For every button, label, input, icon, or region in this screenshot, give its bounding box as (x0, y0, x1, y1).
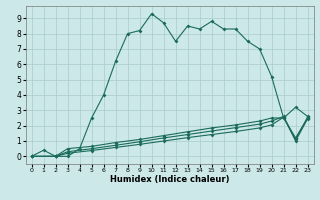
X-axis label: Humidex (Indice chaleur): Humidex (Indice chaleur) (110, 175, 229, 184)
